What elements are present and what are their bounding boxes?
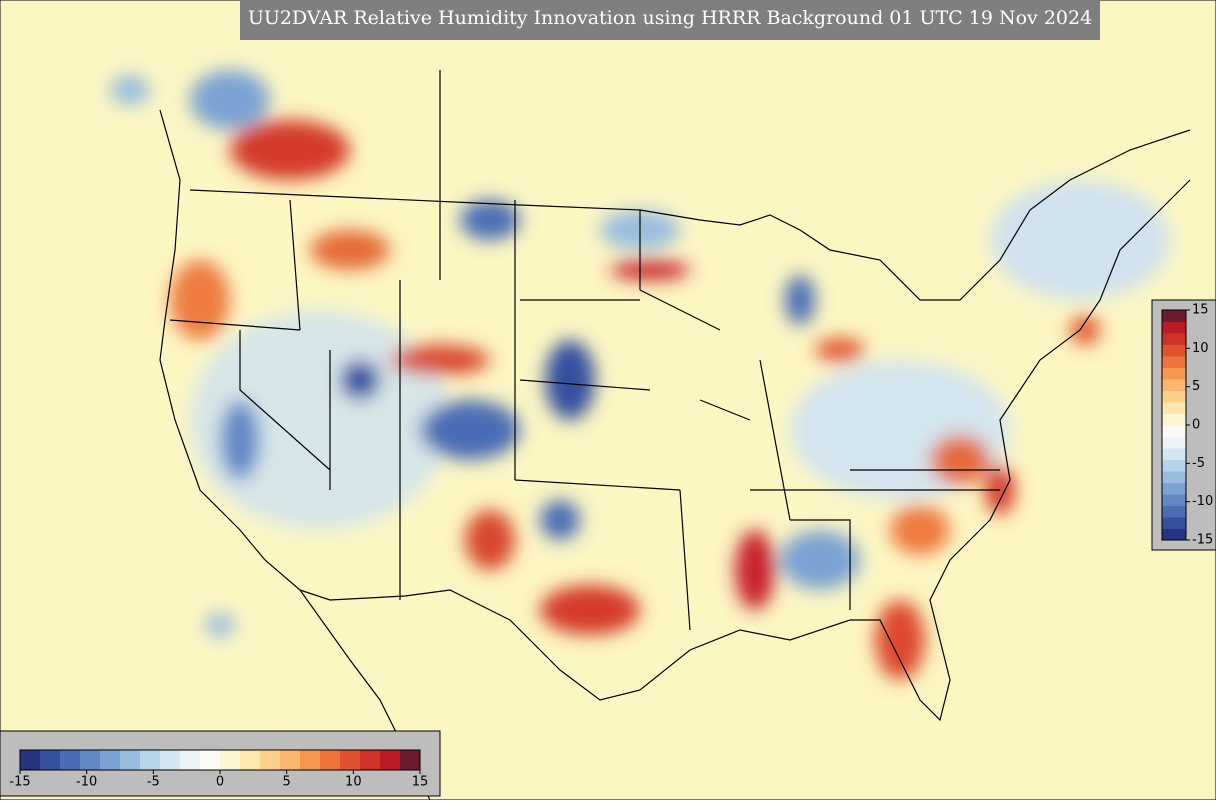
tick-label: 0 (1192, 418, 1200, 433)
tick-label: 15 (1192, 303, 1209, 318)
colorbar-swatch (1162, 413, 1186, 426)
tick-label: -5 (1192, 456, 1205, 471)
tick-label: 5 (1192, 379, 1200, 394)
colorbar-swatch (1162, 402, 1186, 414)
colorbar-swatch (1162, 482, 1186, 495)
tick-label: -10 (1192, 494, 1213, 509)
colorbar-swatch (40, 750, 61, 770)
tick-label: 15 (412, 775, 429, 790)
humidity-field (110, 70, 1170, 680)
colorbar-swatch (1162, 528, 1186, 541)
colorbar-swatch (1162, 505, 1186, 518)
tick-label: -10 (76, 775, 97, 790)
colorbar-swatch (1162, 344, 1186, 357)
colorbar-swatch (300, 750, 321, 770)
colorbar-swatch (260, 750, 281, 770)
colorbar-swatch (400, 750, 421, 770)
tick-label: -15 (1192, 533, 1213, 548)
colorbar-swatch (1162, 390, 1186, 403)
colorbar-swatch (340, 750, 361, 770)
tick-label: 10 (1192, 341, 1209, 356)
colorbar-swatch (1162, 367, 1186, 380)
colorbar-swatch (1162, 356, 1186, 368)
colorbar-swatch (120, 750, 141, 770)
tick-label: 10 (345, 775, 362, 790)
title-box (240, 0, 1100, 40)
colorbar-swatch (1162, 436, 1186, 449)
colorbar-swatch (1162, 310, 1186, 322)
colorbar-swatch (1162, 321, 1186, 334)
colorbar-swatch (20, 750, 41, 770)
tick-label: 0 (216, 775, 224, 790)
colorbar-swatch (360, 750, 381, 770)
coastlines-borders (159, 70, 1191, 801)
colorbar-swatch (1162, 448, 1186, 460)
colorbar-swatch (100, 750, 121, 770)
colorbar-swatch (1162, 459, 1186, 472)
colorbar-swatch (380, 750, 401, 770)
colorbars: -15 -15 -10 -10 -5 -5 0 0 5 5 10 10 15 15 (9, 303, 1213, 790)
colorbar-swatch (1162, 517, 1186, 529)
colorbar-swatch (280, 750, 301, 770)
colorbar-swatch (1162, 425, 1186, 437)
colorbar-swatch (320, 750, 341, 770)
colorbar-swatch (80, 750, 101, 770)
colorbar-swatch (60, 750, 81, 770)
tick-label: -15 (9, 775, 30, 790)
tick-label: 5 (283, 775, 291, 790)
colorbar-swatch (220, 750, 241, 770)
map-title: UU2DVAR Relative Humidity Innovation usi… (248, 7, 1092, 29)
colorbar-swatch (160, 750, 181, 770)
colorbar-swatch (1162, 494, 1186, 506)
colorbar-swatch (1162, 379, 1186, 391)
colorbar-swatch (200, 750, 221, 770)
colorbar-swatch (240, 750, 261, 770)
colorbar-swatch (1162, 471, 1186, 483)
colorbar-swatch (180, 750, 201, 770)
colorbar-swatch (1162, 333, 1186, 345)
colorbar-swatch (140, 750, 161, 770)
tick-label: -5 (147, 775, 160, 790)
